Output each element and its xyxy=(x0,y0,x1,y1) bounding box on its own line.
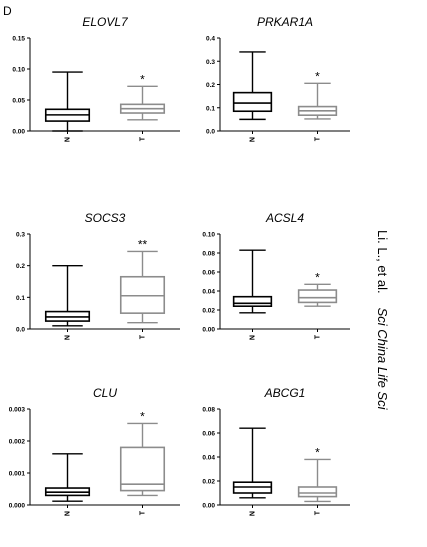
box-T: T xyxy=(119,422,166,515)
chart-title: CLU xyxy=(93,386,117,400)
box-N: N xyxy=(44,71,91,142)
box-T: T xyxy=(297,82,338,141)
box-T: T xyxy=(297,458,338,515)
significance-marker: * xyxy=(315,445,320,459)
x-tick-label: T xyxy=(315,510,322,515)
box-T: T xyxy=(119,250,166,339)
y-tick-label: 0.06 xyxy=(202,270,215,277)
y-tick-label: 0.2 xyxy=(206,82,215,89)
chart-0: ELOVL7 0.00 0.05 0.10 0.15 N T * xyxy=(12,15,180,142)
y-tick-label: 0.3 xyxy=(16,232,25,239)
box-N: N xyxy=(232,427,273,516)
significance-marker: ** xyxy=(138,237,148,251)
side-caption: Li. L., et al. Sci China Life Sci xyxy=(375,230,390,411)
x-tick-label: T xyxy=(140,136,147,141)
chart-title: ELOVL7 xyxy=(82,15,129,29)
panel-letter: D xyxy=(3,4,12,18)
y-tick-label: 0.1 xyxy=(206,105,215,112)
y-tick-label: 0.1 xyxy=(16,295,25,302)
iqr-box xyxy=(119,446,166,492)
y-tick-label: 0.003 xyxy=(9,407,26,414)
x-tick-label: N xyxy=(250,137,257,142)
y-tick-label: 0.05 xyxy=(12,98,25,105)
box-T: T xyxy=(119,85,166,141)
y-tick-label: 0.06 xyxy=(202,431,215,438)
boxplot-grid: ELOVL7 0.00 0.05 0.10 0.15 N T * PRKAR1A 0.0 0.1 0.… xyxy=(9,15,350,516)
y-tick-label: 0.000 xyxy=(9,503,26,510)
y-tick-label: 0.02 xyxy=(202,308,215,315)
chart-title: ABCG1 xyxy=(264,386,306,400)
y-tick-label: 0.02 xyxy=(202,479,215,486)
significance-marker: * xyxy=(315,270,320,284)
y-tick-label: 0.10 xyxy=(12,67,25,74)
y-tick-label: 0.00 xyxy=(202,503,215,510)
x-tick-label: T xyxy=(315,136,322,141)
chart-5: ABCG1 0.00 0.02 0.04 0.06 0.08 N T * xyxy=(202,386,350,516)
y-tick-label: 0.08 xyxy=(202,407,215,414)
iqr-box xyxy=(297,486,338,498)
y-tick-label: 0.00 xyxy=(12,129,25,136)
iqr-box xyxy=(232,91,273,113)
box-N: N xyxy=(44,264,91,340)
y-tick-label: 0.2 xyxy=(16,263,25,270)
y-tick-label: 0.00 xyxy=(202,327,215,334)
y-tick-label: 0.04 xyxy=(202,455,215,462)
x-tick-label: T xyxy=(315,334,322,339)
chart-2: SOCS3 0.0 0.1 0.2 0.3 N T ** xyxy=(16,211,180,340)
side-caption-group: Li. L., et al. Sci China Life Sci xyxy=(375,230,390,411)
side-caption-text: Li. L., et al. Sci China Life Sci xyxy=(375,230,390,411)
x-tick-label: T xyxy=(140,510,147,515)
box-T: T xyxy=(297,283,338,339)
box-N: N xyxy=(232,51,273,142)
x-tick-label: T xyxy=(140,334,147,339)
chart-title: PRKAR1A xyxy=(257,15,313,29)
y-tick-label: 0.04 xyxy=(202,289,215,296)
y-tick-label: 0.002 xyxy=(9,439,26,446)
x-tick-label: N xyxy=(250,335,257,340)
chart-title: SOCS3 xyxy=(85,211,126,225)
y-tick-label: 0.0 xyxy=(16,327,25,334)
significance-marker: * xyxy=(140,72,145,86)
side-caption-journal: Sci China Life Sci xyxy=(375,308,390,411)
chart-4: CLU 0.000 0.001 0.002 0.003 N T * xyxy=(9,386,180,516)
y-tick-label: 0.001 xyxy=(9,471,26,478)
x-tick-label: N xyxy=(65,335,72,340)
y-tick-label: 0.10 xyxy=(202,232,215,239)
y-tick-label: 0.08 xyxy=(202,251,215,258)
y-tick-label: 0.0 xyxy=(206,129,215,136)
significance-marker: * xyxy=(315,69,320,83)
x-tick-label: N xyxy=(250,511,257,516)
x-tick-label: N xyxy=(65,511,72,516)
iqr-box xyxy=(297,289,338,304)
side-caption-authors: Li. L., et al. xyxy=(375,230,390,294)
y-tick-label: 0.15 xyxy=(12,36,25,43)
x-tick-label: N xyxy=(65,137,72,142)
y-tick-label: 0.3 xyxy=(206,59,215,66)
chart-3: ACSL4 0.00 0.02 0.04 0.06 0.08 0.10 N T * xyxy=(202,211,350,340)
box-N: N xyxy=(44,453,91,516)
chart-1: PRKAR1A 0.0 0.1 0.2 0.3 0.4 N T * xyxy=(206,15,350,142)
iqr-box xyxy=(232,295,273,308)
significance-marker: * xyxy=(140,409,145,423)
y-tick-label: 0.4 xyxy=(206,36,215,43)
box-N: N xyxy=(232,249,273,340)
chart-title: ACSL4 xyxy=(265,211,304,225)
